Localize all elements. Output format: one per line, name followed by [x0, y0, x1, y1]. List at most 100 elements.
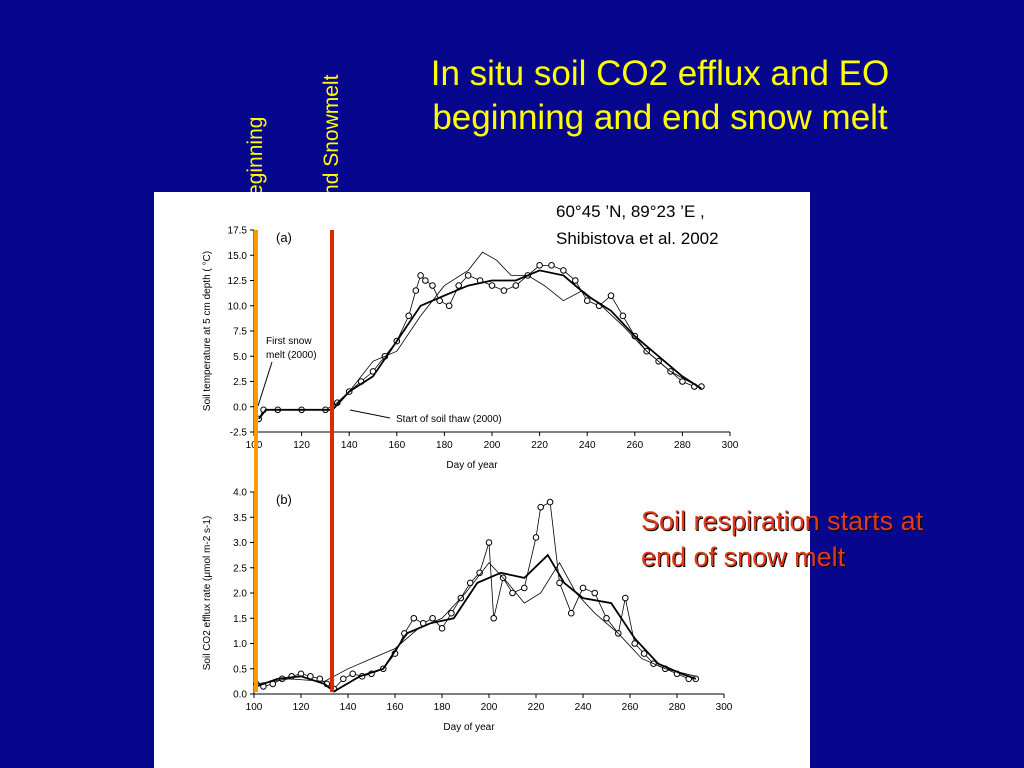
x-tick-label-b: 200: [481, 702, 498, 713]
data-point-b: [410, 614, 418, 622]
title-line-1: In situ soil CO2 efflux and EO: [430, 54, 890, 93]
data-point-b: [631, 640, 639, 647]
data-point-a: [464, 272, 472, 279]
y-tick-label-b: 0.5: [233, 664, 247, 675]
data-point-b: [476, 569, 483, 577]
x-tick-label-a: 180: [436, 440, 453, 451]
data-point-b: [532, 534, 540, 541]
citation: 60°45 ’N, 89°23 ’E , Shibistova et al. 2…: [556, 198, 719, 252]
data-point-b: [485, 539, 493, 546]
series-line-a-2: [332, 251, 695, 408]
panel-label-a: (a): [276, 230, 292, 245]
data-point-b: [490, 614, 498, 622]
x-tick-label-a: 160: [388, 440, 405, 451]
x-axis-label-a: Day of year: [446, 460, 498, 471]
x-tick-label-a: 280: [674, 440, 691, 451]
end-snowmelt-label: End Snowmelt: [320, 75, 344, 210]
x-tick-label-b: 100: [246, 702, 263, 713]
figure-svg: 100 120 140 160 180 200 220 240 260 280 300 -2.5 0.0…: [202, 226, 739, 734]
y-tick-label-b: 4.0: [233, 488, 247, 499]
series-line-b-1: [255, 553, 697, 693]
series-line-b-0: [256, 501, 696, 690]
x-tick-label-b: 180: [434, 702, 451, 713]
x-tick-label-b: 140: [340, 702, 357, 713]
data-point-a: [500, 287, 508, 294]
y-tick-label-b: 3.5: [233, 513, 247, 524]
x-tick-label-a: 240: [579, 440, 596, 451]
data-point-a: [512, 282, 520, 289]
data-point-b: [520, 584, 528, 592]
data-point-b: [622, 594, 629, 602]
data-point-a: [560, 267, 567, 274]
annotation-arrow-1: [257, 361, 273, 407]
data-point-b: [579, 584, 587, 592]
data-point-b: [340, 675, 347, 683]
data-point-b: [640, 650, 648, 657]
annotation-first-snow: First snow: [266, 336, 312, 347]
data-point-b: [567, 609, 575, 617]
slide-title: In situ soil CO2 efflux and EO beginning…: [360, 52, 960, 140]
series-line-a-0: [258, 265, 702, 420]
data-point-b: [603, 614, 610, 622]
citation-line-2: Shibistova et al. 2002: [556, 229, 719, 248]
data-point-a: [422, 277, 429, 284]
x-tick-label-b: 120: [293, 702, 310, 713]
data-point-a: [536, 262, 543, 269]
data-point-a: [548, 262, 555, 269]
y-tick-label-a: 17.5: [228, 226, 248, 237]
y-tick-label-a: 0.0: [233, 402, 247, 413]
y-tick-label-b: 2.5: [233, 563, 247, 574]
data-point-a: [429, 282, 436, 289]
y-tick-label-a: 10.0: [228, 301, 248, 312]
x-tick-label-a: 300: [722, 440, 739, 451]
x-tick-label-b: 280: [669, 702, 686, 713]
annotation-soil-thaw: Start of soil thaw (2000): [396, 414, 502, 425]
beginning-label-rest: eginning: [244, 116, 267, 196]
data-point-a: [445, 302, 453, 310]
x-tick-label-b: 220: [528, 702, 545, 713]
y-tick-label-b: 3.0: [233, 538, 247, 549]
x-axis-label-b: Day of year: [443, 722, 495, 733]
x-tick-label-b: 300: [716, 702, 733, 713]
citation-line-1: 60°45 ’N, 89°23 ’E ,: [556, 202, 705, 221]
x-tick-label-a: 140: [341, 440, 358, 451]
y-tick-label-a: 12.5: [228, 276, 248, 287]
end-label-rest: nd Snowmelt: [320, 74, 343, 196]
data-point-b: [429, 614, 436, 622]
y-tick-label-a: 5.0: [233, 352, 247, 363]
x-tick-label-a: 260: [626, 440, 643, 451]
data-point-a: [455, 282, 462, 289]
data-point-a: [583, 297, 591, 304]
y-tick-label-a: 7.5: [233, 327, 247, 338]
data-point-a: [607, 292, 615, 299]
data-point-b: [349, 670, 356, 678]
end-snowmelt-line: [330, 230, 334, 692]
x-tick-label-a: 200: [484, 440, 501, 451]
callout-line-2: end of snow melt: [641, 542, 846, 572]
data-point-a: [572, 277, 579, 284]
data-point-a: [405, 312, 412, 320]
beginning-snowmelt-line: [254, 230, 258, 692]
y-axis-label-a: Soil temperature at 5 cm depth ( °C): [202, 251, 213, 411]
y-tick-label-b: 1.0: [233, 639, 247, 650]
y-axis-label-b: Soil CO2 efflux rate (μmol m-2 s-1): [202, 516, 213, 671]
panel-label-b: (b): [276, 492, 292, 507]
annotation-first-snow-2: melt (2000): [266, 350, 317, 361]
data-point-b: [509, 589, 516, 597]
x-tick-label-b: 240: [575, 702, 592, 713]
y-tick-label-b: 0.0: [233, 690, 247, 701]
data-point-a: [619, 312, 627, 320]
data-point-a: [488, 282, 496, 289]
title-line-2: beginning and end snow melt: [432, 98, 888, 137]
data-point-b: [448, 609, 455, 617]
x-tick-label-a: 120: [293, 440, 310, 451]
data-point-a: [679, 378, 686, 385]
callout: Soil respiration starts at end of snow m…: [641, 503, 1011, 575]
x-tick-label-a: 220: [531, 440, 548, 451]
y-tick-label-b: 2.0: [233, 589, 247, 600]
series-line-b-2: [256, 561, 696, 685]
data-point-b: [546, 498, 554, 506]
series-line-a-1: [258, 269, 702, 420]
x-tick-label-b: 160: [387, 702, 404, 713]
annotation-arrow-2: [349, 409, 391, 419]
